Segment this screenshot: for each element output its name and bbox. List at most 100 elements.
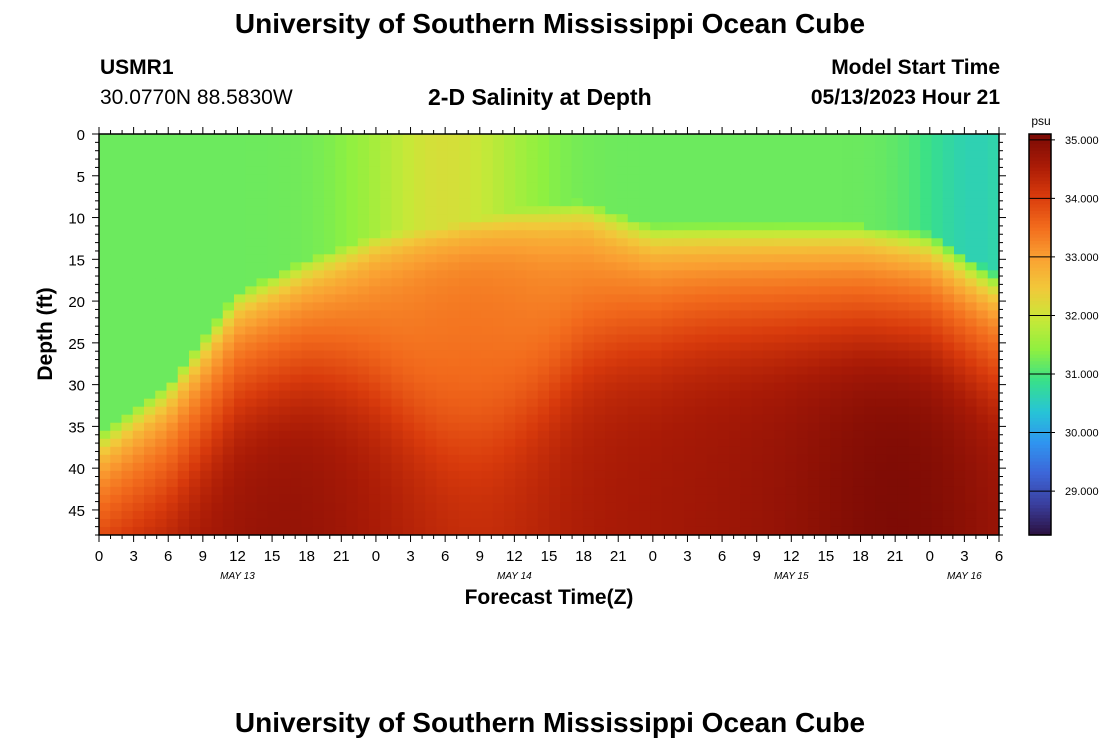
heatmap-cell: [256, 198, 269, 207]
heatmap-cell: [864, 222, 876, 231]
heatmap-cell: [144, 470, 156, 480]
heatmap-cell: [852, 350, 865, 360]
heatmap-cell: [976, 438, 989, 448]
heatmap-cell: [537, 478, 550, 488]
heatmap-cell: [841, 262, 854, 271]
heatmap-cell: [155, 430, 168, 440]
heatmap-cell: [222, 390, 235, 400]
heatmap-cell: [751, 262, 764, 271]
heatmap-cell: [762, 470, 775, 480]
heatmap-cell: [301, 446, 314, 456]
heatmap-cell: [245, 486, 258, 496]
heatmap-cell: [481, 430, 494, 440]
heatmap-cell: [661, 390, 674, 400]
heatmap-cell: [504, 438, 516, 448]
heatmap-cell: [99, 214, 111, 223]
heatmap-cell: [211, 526, 224, 535]
heatmap-cell: [605, 222, 618, 231]
heatmap-cell: [751, 254, 764, 263]
heatmap-cell: [740, 326, 753, 336]
heatmap-cell: [729, 454, 741, 464]
heatmap-cell: [402, 526, 415, 535]
heatmap-cell: [717, 486, 730, 496]
heatmap-cell: [211, 158, 224, 167]
heatmap-cell: [245, 302, 258, 312]
colorbar-tick-label: 30.000: [1065, 428, 1099, 440]
heatmap-cell: [706, 254, 719, 263]
heatmap-cell: [425, 150, 438, 159]
heatmap-cell: [99, 494, 111, 504]
heatmap-cell: [234, 414, 246, 424]
heatmap-cell: [132, 406, 145, 416]
heatmap-cell: [380, 462, 393, 472]
heatmap-cell: [931, 230, 944, 239]
heatmap-cell: [481, 214, 494, 223]
heatmap-cell: [200, 150, 213, 159]
heatmap-cell: [414, 150, 426, 159]
heatmap-cell: [279, 174, 291, 183]
heatmap-cell: [121, 198, 134, 207]
heatmap-cell: [245, 326, 258, 336]
heatmap-cell: [279, 318, 291, 328]
colorbar-segment: [1029, 150, 1051, 155]
heatmap-cell: [774, 278, 786, 287]
heatmap-cell: [841, 246, 854, 255]
heatmap-cell: [346, 134, 359, 143]
heatmap-cell: [312, 158, 325, 167]
heatmap-cell: [785, 382, 798, 392]
heatmap-cell: [99, 278, 111, 287]
heatmap-cell: [672, 166, 685, 175]
heatmap-cell: [886, 406, 899, 416]
heatmap-cell: [459, 462, 471, 472]
heatmap-cell: [706, 294, 719, 304]
heatmap-cell: [504, 518, 516, 528]
heatmap-cell: [380, 438, 393, 448]
heatmap-cell: [650, 422, 663, 432]
heatmap-cell: [447, 502, 460, 512]
heatmap-cell: [909, 334, 921, 344]
heatmap-cell: [650, 454, 663, 464]
heatmap-cell: [661, 406, 674, 416]
heatmap-cell: [110, 270, 123, 279]
heatmap-cell: [886, 182, 899, 191]
heatmap-cell: [571, 358, 584, 368]
heatmap-cell: [402, 190, 415, 199]
heatmap-cell: [717, 158, 730, 167]
heatmap-cell: [852, 214, 865, 223]
heatmap-cell: [807, 286, 820, 295]
heatmap-cell: [515, 158, 528, 167]
colorbar-tick-label: 29.000: [1065, 486, 1099, 498]
heatmap-cell: [312, 422, 325, 432]
heatmap-cell: [830, 246, 843, 255]
heatmap-cell: [301, 318, 314, 328]
heatmap-cell: [729, 246, 741, 255]
heatmap-cell: [166, 454, 179, 464]
heatmap-cell: [267, 182, 280, 191]
heatmap-cell: [650, 438, 663, 448]
heatmap-cell: [110, 454, 123, 464]
heatmap-cell: [830, 294, 843, 304]
heatmap-cell: [189, 150, 201, 159]
heatmap-cell: [279, 230, 291, 239]
heatmap-cell: [954, 326, 966, 336]
heatmap-cell: [729, 342, 741, 352]
heatmap-cell: [234, 478, 246, 488]
heatmap-cell: [504, 398, 516, 408]
heatmap-cell: [211, 342, 224, 352]
heatmap-cell: [414, 334, 426, 344]
heatmap-cell: [965, 526, 978, 535]
heatmap-cell: [672, 270, 685, 279]
heatmap-cell: [886, 278, 899, 287]
heatmap-cell: [661, 526, 674, 535]
heatmap-cell: [819, 214, 831, 223]
heatmap-cell: [627, 150, 640, 159]
model-start-value: 05/13/2023 Hour 21: [810, 86, 1000, 109]
heatmap-cell: [301, 158, 314, 167]
colorbar-segment: [1029, 511, 1051, 516]
heatmap-cell: [729, 166, 741, 175]
heatmap-cell: [515, 270, 528, 279]
colorbar-segment: [1029, 428, 1051, 433]
heatmap-cell: [492, 150, 505, 159]
heatmap-cell: [942, 238, 955, 247]
heatmap-cell: [650, 414, 663, 424]
